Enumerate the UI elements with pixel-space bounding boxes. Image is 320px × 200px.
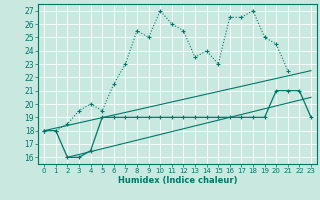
X-axis label: Humidex (Indice chaleur): Humidex (Indice chaleur): [118, 176, 237, 185]
